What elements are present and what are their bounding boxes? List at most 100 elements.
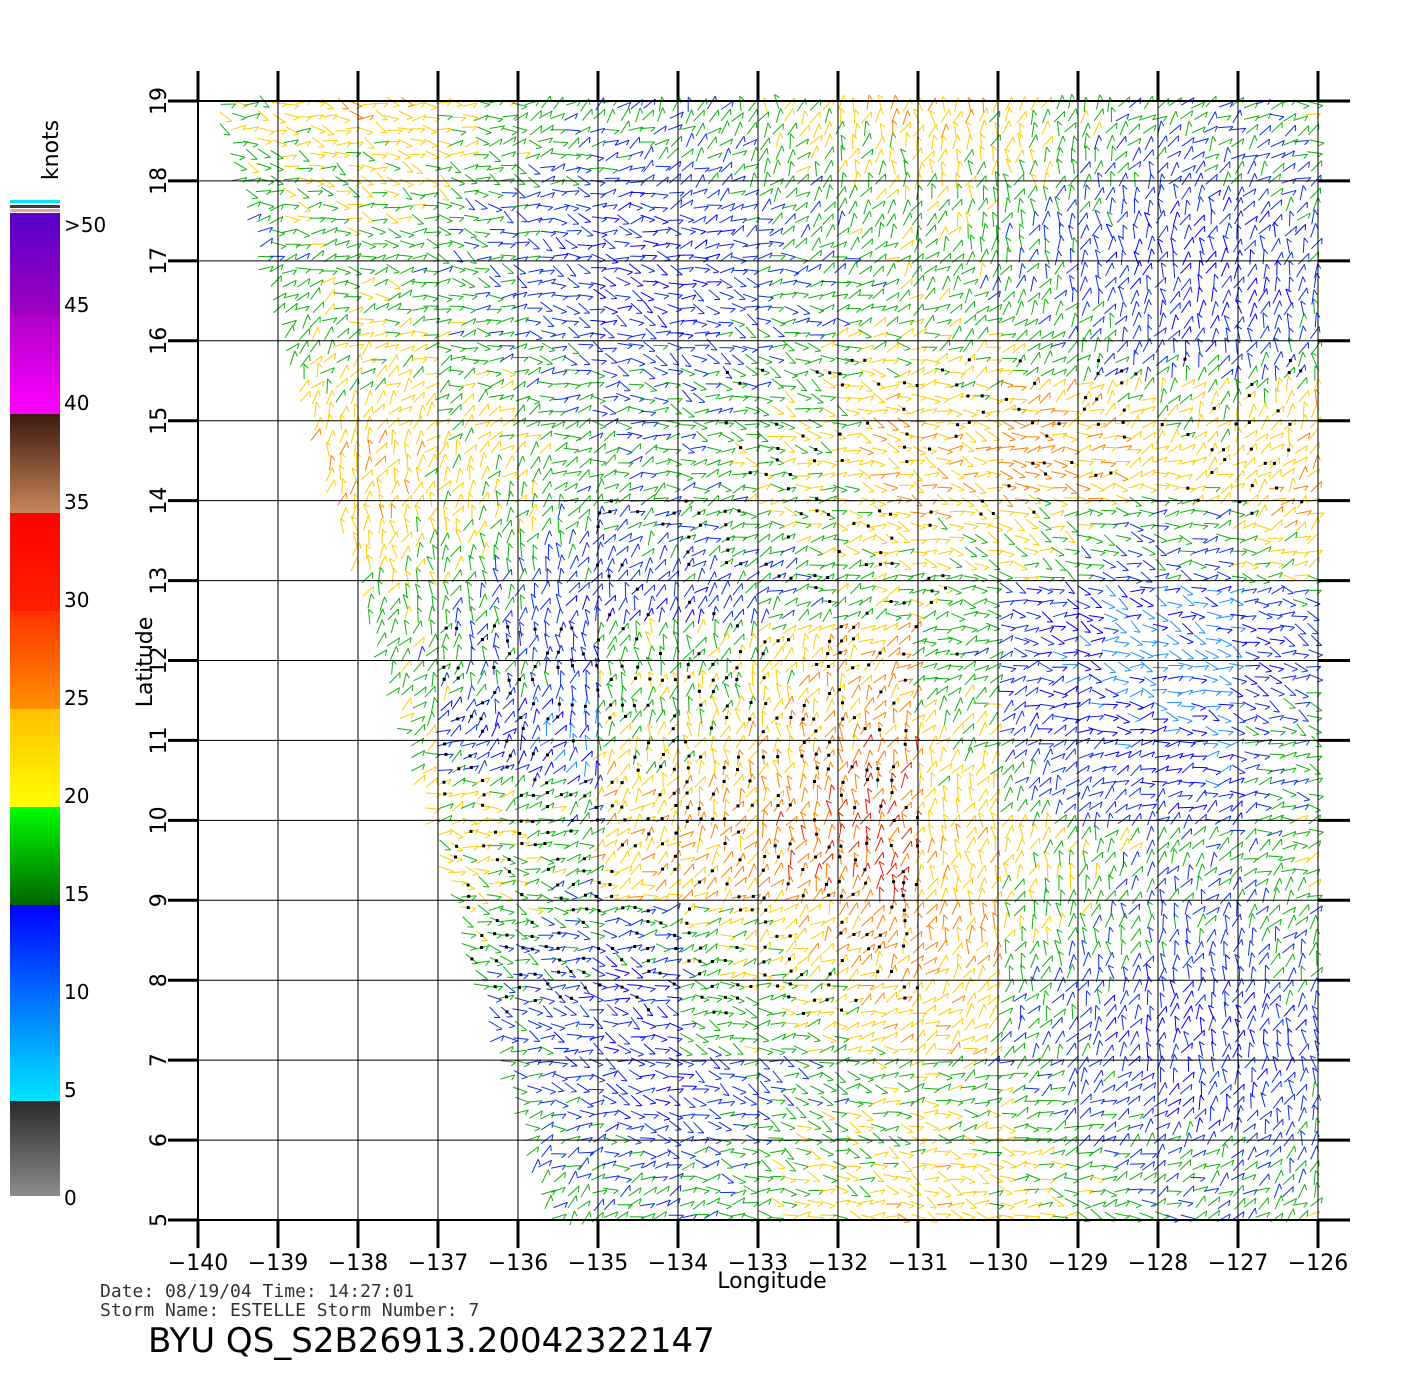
wind-vector-barb (858, 1046, 863, 1052)
wind-vector-barb (744, 958, 748, 965)
wind-vector (1025, 1173, 1041, 1181)
wind-vector-barb (639, 841, 643, 848)
wind-vector-barb (575, 985, 581, 991)
wind-vector-barb (551, 1034, 556, 1041)
wind-vector (1013, 1095, 1028, 1103)
wind-vector-barb (548, 1000, 555, 1005)
wind-vector-barb (692, 932, 698, 938)
wind-vector-barb (665, 1125, 669, 1132)
wind-vector (1160, 953, 1165, 969)
wind-vector-barb (523, 750, 527, 757)
wind-vector-barb (973, 968, 975, 975)
wind-vector (998, 1007, 1013, 1016)
wind-vector (948, 1111, 963, 1117)
wind-vector-barb (730, 972, 736, 978)
wind-vector-barb (1161, 941, 1168, 946)
wind-vector-barb (1151, 914, 1155, 920)
wind-vector-barb (576, 1125, 581, 1132)
wind-vector-barb (818, 747, 822, 753)
wind-vector-barb (946, 1025, 952, 1031)
wind-vector-barb (1275, 1003, 1282, 1008)
wind-vector (1013, 1160, 1027, 1169)
wind-vector-barb (1011, 978, 1015, 985)
wind-vector (935, 1025, 951, 1027)
wind-vector-barb (511, 1074, 516, 1081)
wind-vector (567, 1185, 580, 1197)
wind-vector-barb (895, 1125, 900, 1132)
wind-vector-barb (1152, 1153, 1158, 1159)
wind-vector-barb (894, 1072, 899, 1078)
wind-vector-barb (1198, 875, 1203, 881)
wind-vector (1297, 876, 1305, 892)
wind-vector (1256, 1068, 1268, 1081)
wind-vector-barb (624, 1117, 631, 1120)
wind-vector (1218, 764, 1232, 775)
wind-vector-barb (753, 958, 757, 965)
wind-vector-barb (1255, 838, 1259, 845)
wind-vector-barb (665, 1063, 671, 1068)
wind-vector (1052, 1215, 1068, 1219)
wind-vector (965, 826, 977, 839)
wind-vector-barb (622, 989, 629, 993)
wind-vector (1210, 1056, 1215, 1072)
wind-vector (732, 1086, 747, 1093)
wind-vector (793, 1021, 809, 1029)
wind-vector-barb (521, 734, 526, 741)
wind-vector-barb (1135, 875, 1140, 881)
wind-vector-barb (896, 1203, 902, 1209)
wind-vector-barb (945, 1034, 951, 1040)
wind-vector (1173, 1027, 1179, 1043)
wind-vector (1055, 799, 1061, 815)
wind-vector (948, 1149, 962, 1159)
wind-vector-barb (1288, 1079, 1294, 1084)
wind-vector (794, 839, 807, 850)
wind-vector-barb (730, 826, 733, 833)
wind-vector (743, 1201, 759, 1204)
wind-vector-barb (550, 1100, 555, 1106)
wind-vector (731, 1197, 746, 1206)
wind-vector-barb (705, 922, 710, 928)
wind-vector (681, 889, 693, 901)
wind-vector (774, 826, 779, 841)
wind-vector-barb (867, 862, 871, 869)
wind-vector-barb (496, 964, 504, 967)
wind-vector (948, 1008, 963, 1014)
wind-vector-barb (1318, 1160, 1320, 1167)
wind-vector (1038, 1111, 1054, 1114)
wind-vector (707, 917, 722, 925)
wind-vector (1194, 1210, 1208, 1221)
wind-vector (1169, 839, 1179, 853)
wind-vector-barb (1029, 889, 1035, 894)
wind-vector-barb (1111, 785, 1115, 792)
wind-vector-barb (625, 997, 631, 1003)
wind-vector-barb (705, 1147, 709, 1153)
wind-vector-barb (614, 872, 620, 877)
wind-vector-barb (893, 749, 899, 755)
wind-vector (656, 1111, 671, 1120)
wind-vector-barb (944, 1151, 950, 1157)
wind-vector-barb (1260, 1092, 1267, 1097)
wind-vector-barb (702, 1166, 709, 1169)
wind-vector (1279, 857, 1295, 862)
wind-vector-barb (1035, 878, 1038, 885)
wind-vector (1143, 1095, 1155, 1107)
wind-vector (785, 918, 798, 930)
wind-vector (1054, 826, 1065, 839)
wind-vector (1067, 840, 1078, 853)
wind-vector-barb (1174, 875, 1180, 881)
wind-vector (718, 907, 734, 913)
wind-vector (628, 1187, 642, 1197)
wind-vector (1050, 1160, 1066, 1166)
wind-vector (520, 735, 523, 751)
wind-vector-barb (575, 958, 580, 964)
wind-vector (900, 1021, 913, 1031)
wind-vector (655, 1098, 671, 1103)
wind-vector-barb (715, 1054, 722, 1058)
wind-vector-barb (1185, 914, 1192, 919)
wind-vector (618, 1150, 633, 1158)
wind-vector-barb (1216, 1149, 1221, 1155)
wind-vector (1082, 951, 1089, 967)
wind-vector (929, 797, 936, 813)
wind-vector-barb (638, 1198, 642, 1205)
wind-vector (589, 1035, 605, 1040)
